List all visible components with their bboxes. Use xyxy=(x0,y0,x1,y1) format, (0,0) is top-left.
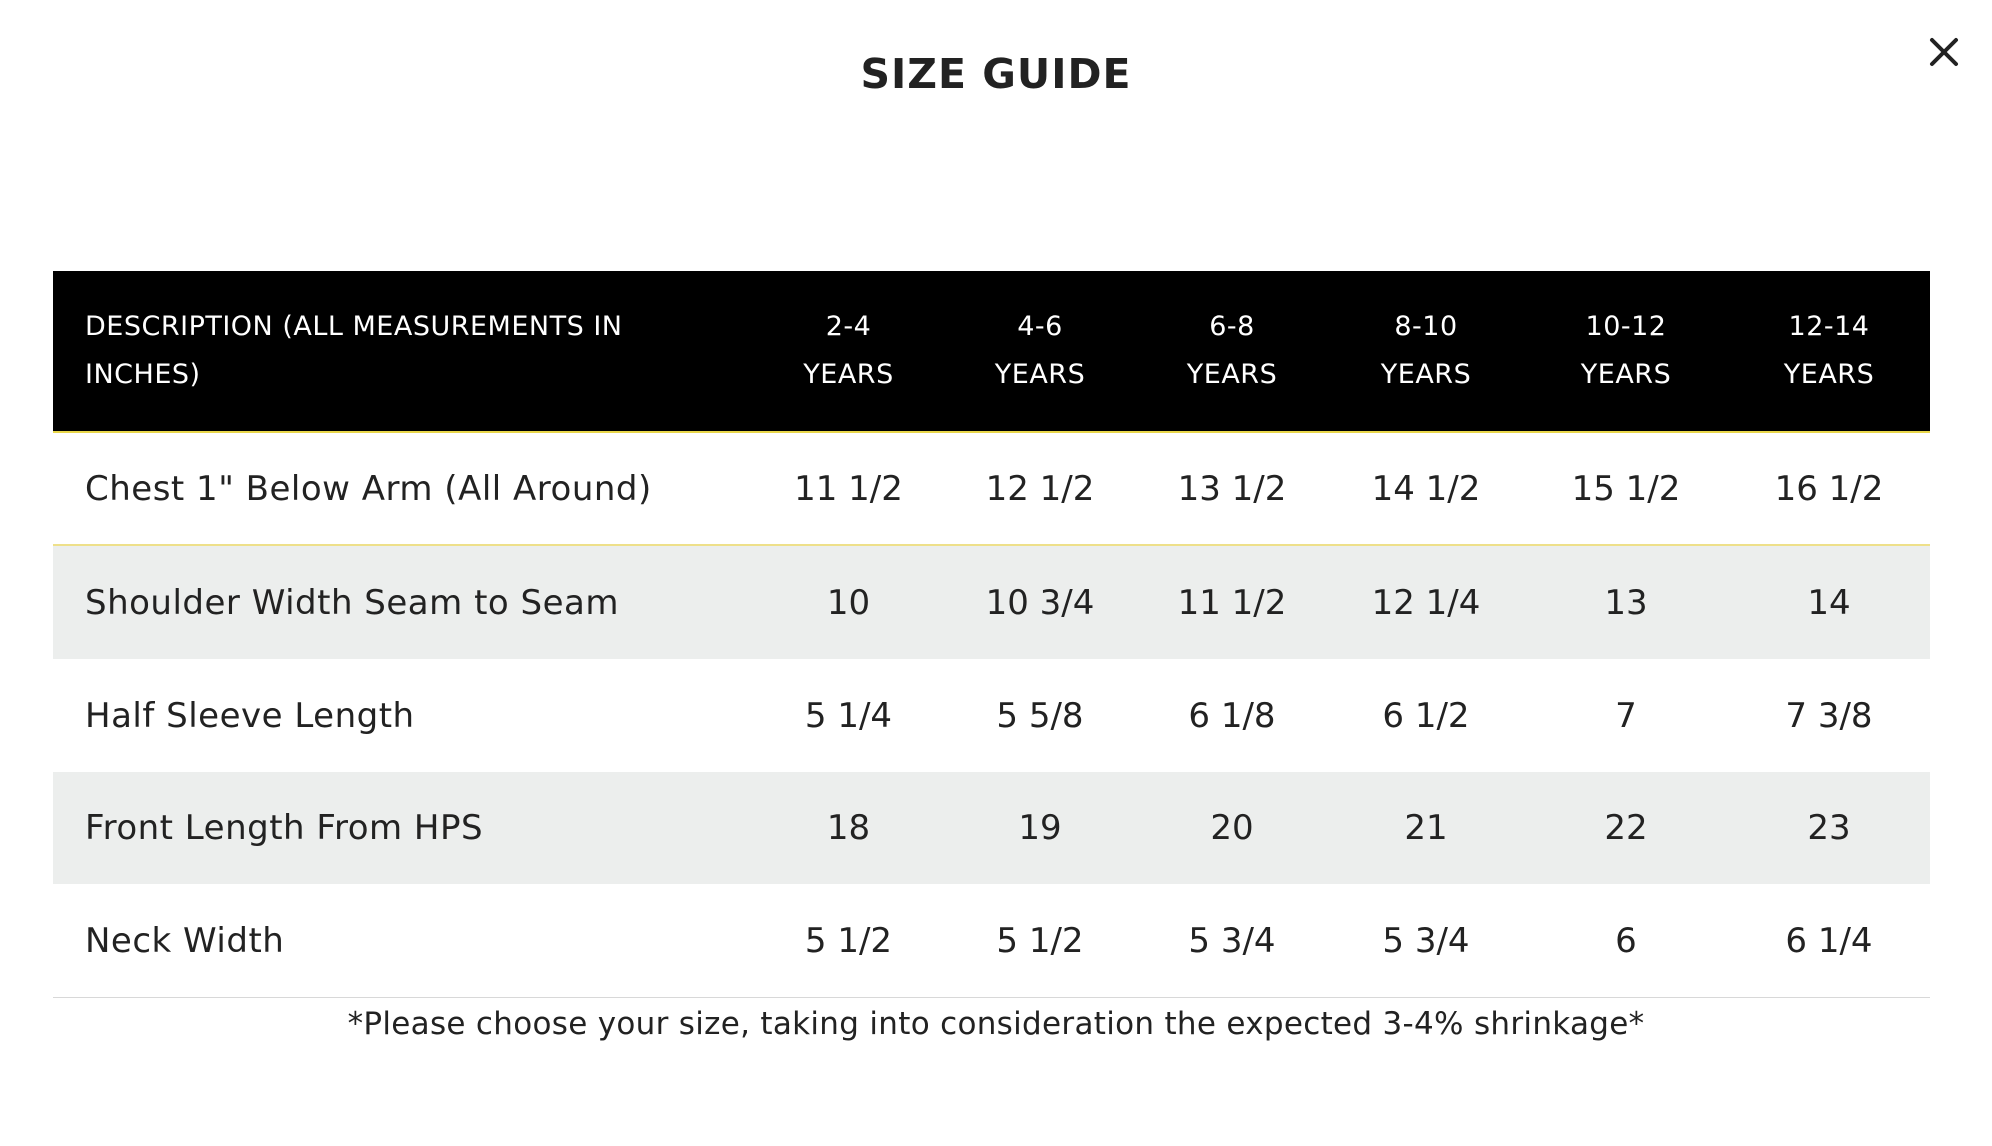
table-row: Neck Width 5 1/2 5 1/2 5 3/4 5 3/4 6 6 1… xyxy=(53,884,1930,998)
header-description-line1: DESCRIPTION (ALL MEASUREMENTS IN xyxy=(85,311,623,342)
table-cell: 5 1/2 xyxy=(944,884,1136,998)
table-cell: 20 xyxy=(1136,772,1328,884)
table-cell: 10 3/4 xyxy=(944,545,1136,659)
modal-title: SIZE GUIDE xyxy=(860,50,1132,98)
header-description-line2: INCHES) xyxy=(85,359,201,390)
row-description: Front Length From HPS xyxy=(53,772,753,884)
header-description: DESCRIPTION (ALL MEASUREMENTS IN INCHES) xyxy=(53,271,753,433)
size-table-container: DESCRIPTION (ALL MEASUREMENTS IN INCHES)… xyxy=(53,271,1930,998)
header-size-range: 10-12 xyxy=(1585,311,1667,342)
header-size-12-14: 12-14 YEARS xyxy=(1728,271,1930,433)
table-cell: 7 xyxy=(1524,659,1728,772)
table-cell: 13 1/2 xyxy=(1136,432,1328,546)
table-cell: 14 xyxy=(1728,545,1930,659)
table-cell: 21 xyxy=(1328,772,1524,884)
header-size-unit: YEARS xyxy=(1186,359,1278,390)
table-cell: 14 1/2 xyxy=(1328,432,1524,546)
row-description: Half Sleeve Length xyxy=(53,659,753,772)
table-cell: 18 xyxy=(753,772,944,884)
table-cell: 5 3/4 xyxy=(1136,884,1328,998)
header-size-range: 12-14 xyxy=(1788,311,1870,342)
size-table: DESCRIPTION (ALL MEASUREMENTS IN INCHES)… xyxy=(53,271,1930,998)
table-row: Front Length From HPS 18 19 20 21 22 23 xyxy=(53,772,1930,884)
header-size-8-10: 8-10 YEARS xyxy=(1328,271,1524,433)
table-cell: 19 xyxy=(944,772,1136,884)
table-row: Half Sleeve Length 5 1/4 5 5/8 6 1/8 6 1… xyxy=(53,659,1930,772)
row-description: Shoulder Width Seam to Seam xyxy=(53,545,753,659)
header-size-unit: YEARS xyxy=(803,359,894,390)
table-cell: 6 1/8 xyxy=(1136,659,1328,772)
table-cell: 5 1/4 xyxy=(753,659,944,772)
table-row: Chest 1" Below Arm (All Around) 11 1/2 1… xyxy=(53,432,1930,546)
table-cell: 16 1/2 xyxy=(1728,432,1930,546)
close-icon[interactable] xyxy=(1920,28,1968,76)
header-size-unit: YEARS xyxy=(1783,359,1875,390)
table-header-row: DESCRIPTION (ALL MEASUREMENTS IN INCHES)… xyxy=(53,271,1930,433)
table-cell: 12 1/2 xyxy=(944,432,1136,546)
table-cell: 5 5/8 xyxy=(944,659,1136,772)
table-cell: 7 3/8 xyxy=(1728,659,1930,772)
header-size-2-4: 2-4 YEARS xyxy=(753,271,944,433)
table-cell: 11 1/2 xyxy=(753,432,944,546)
header-size-range: 8-10 xyxy=(1394,311,1458,342)
table-cell: 6 xyxy=(1524,884,1728,998)
header-size-range: 2-4 xyxy=(825,311,872,342)
table-cell: 5 3/4 xyxy=(1328,884,1524,998)
header-size-4-6: 4-6 YEARS xyxy=(944,271,1136,433)
header-size-10-12: 10-12 YEARS xyxy=(1524,271,1728,433)
table-cell: 5 1/2 xyxy=(753,884,944,998)
header-size-unit: YEARS xyxy=(994,359,1086,390)
table-cell: 12 1/4 xyxy=(1328,545,1524,659)
table-cell: 11 1/2 xyxy=(1136,545,1328,659)
row-description: Neck Width xyxy=(53,884,753,998)
table-cell: 23 xyxy=(1728,772,1930,884)
header-size-range: 4-6 xyxy=(1017,311,1063,342)
table-cell: 13 xyxy=(1524,545,1728,659)
table-cell: 15 1/2 xyxy=(1524,432,1728,546)
table-cell: 6 1/4 xyxy=(1728,884,1930,998)
table-row: Shoulder Width Seam to Seam 10 10 3/4 11… xyxy=(53,545,1930,659)
header-size-unit: YEARS xyxy=(1380,359,1472,390)
header-size-6-8: 6-8 YEARS xyxy=(1136,271,1328,433)
header-size-range: 6-8 xyxy=(1209,311,1255,342)
shrinkage-note: *Please choose your size, taking into co… xyxy=(347,1006,1645,1042)
table-cell: 22 xyxy=(1524,772,1728,884)
table-cell: 6 1/2 xyxy=(1328,659,1524,772)
header-size-unit: YEARS xyxy=(1580,359,1672,390)
table-cell: 10 xyxy=(753,545,944,659)
row-description: Chest 1" Below Arm (All Around) xyxy=(53,432,753,546)
